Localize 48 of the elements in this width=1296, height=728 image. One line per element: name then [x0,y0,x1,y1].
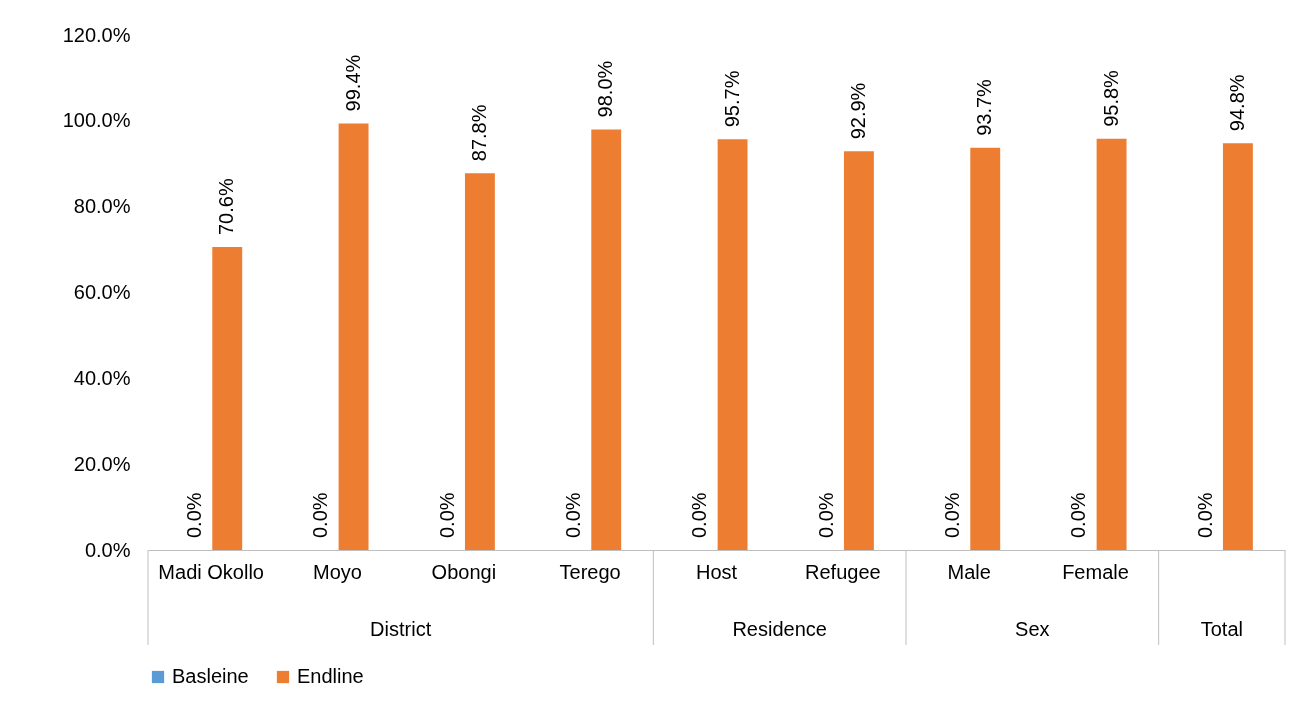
data-label: 87.8% [467,104,490,162]
y-tick-label: 0.0% [84,538,131,561]
bar [464,173,495,550]
text: Residence [732,618,827,640]
data-label: 70.6% [215,178,238,236]
data-label: 93.7% [973,78,996,136]
x-tick-label: Host [695,560,738,583]
data-label: 0.0% [435,492,458,538]
bar [843,151,874,550]
x-tick-label: Terego [559,560,621,583]
y-tick-label: 40.0% [73,366,131,389]
text: Total [1200,618,1243,640]
legend-label: Endline [297,665,364,687]
data-label: 0.0% [941,492,964,538]
data-label: 0.0% [309,492,332,538]
bar [212,247,243,550]
text: District [370,618,432,640]
data-label: 92.9% [846,82,869,140]
data-label: 95.7% [720,70,743,128]
legend-label: Basleine [172,665,249,687]
x-tick-label: Refugee [805,560,881,583]
data-label: 0.0% [183,492,206,538]
y-tick-label: 60.0% [73,281,131,303]
data-label: 0.0% [688,492,711,538]
bar [1096,138,1127,550]
data-label: 0.0% [814,492,837,538]
x-tick-label: Moyo [313,560,362,583]
bar [338,123,369,550]
data-label: 95.8% [1099,69,1122,127]
bar [970,147,1001,550]
text: Sex [1015,618,1050,640]
data-label: 99.4% [341,54,364,112]
data-label: 94.8% [1225,74,1248,132]
x-tick-label: Madi Okollo [158,560,264,583]
data-label: 0.0% [1067,492,1090,538]
y-tick-label: 100.0% [62,109,131,132]
y-tick-label: 120.0% [62,23,131,46]
data-label: 0.0% [1193,492,1216,538]
x-tick-label: Male [947,560,991,583]
bar [591,129,622,550]
x-tick-label: Obongi [431,560,497,583]
bar [1222,143,1253,550]
y-tick-label: 80.0% [73,195,131,218]
bar [717,139,748,550]
y-tick-label: 20.0% [73,452,131,475]
data-label: 0.0% [562,492,585,538]
x-tick-label: Female [1062,560,1129,583]
data-label: 98.0% [594,60,617,118]
